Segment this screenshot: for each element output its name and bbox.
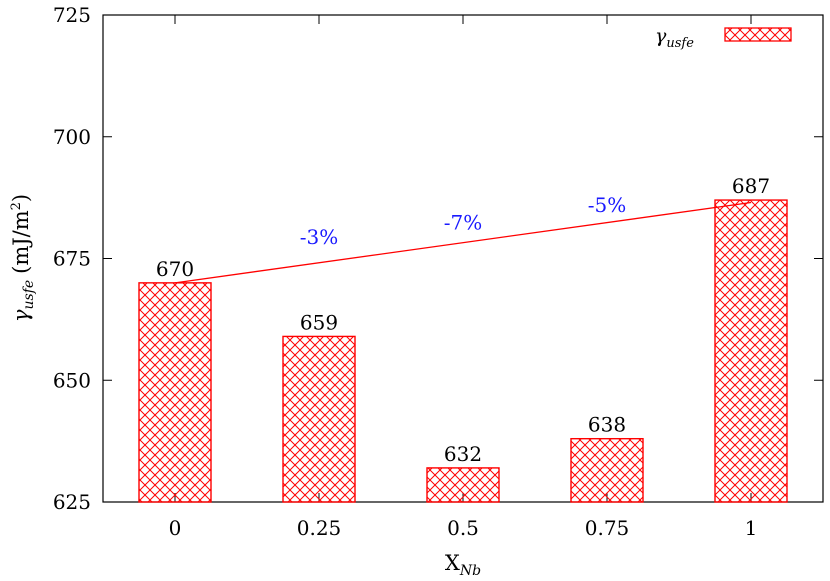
bar-value-label: 670 bbox=[156, 257, 194, 281]
y-axis: 625 650 675 700 725 bbox=[53, 3, 823, 514]
y-tick-label: 675 bbox=[53, 247, 91, 271]
percent-annotation: -3% bbox=[300, 225, 339, 249]
y-tick-label: 725 bbox=[53, 3, 91, 27]
y-axis-title: γusfe(mJ/m2) bbox=[9, 194, 37, 322]
percent-annotation: -7% bbox=[444, 210, 483, 234]
trend-line-group bbox=[174, 201, 752, 284]
bar-value-label: 638 bbox=[588, 413, 626, 437]
legend: γusfe bbox=[655, 25, 792, 51]
bar-series: 670 659 632 638 687 bbox=[138, 174, 788, 503]
legend-label: γusfe bbox=[655, 25, 694, 51]
bar bbox=[714, 199, 788, 503]
x-tick-label: 0.5 bbox=[447, 516, 479, 540]
x-tick-label: 0 bbox=[169, 516, 182, 540]
x-tick-label: 0.25 bbox=[297, 516, 342, 540]
y-tick-label: 700 bbox=[53, 125, 91, 149]
legend-swatch bbox=[724, 27, 792, 42]
bar bbox=[138, 282, 212, 503]
bar bbox=[426, 467, 500, 503]
trend-line bbox=[174, 201, 752, 284]
x-tick-label: 0.75 bbox=[585, 516, 630, 540]
y-tick-label: 625 bbox=[53, 490, 91, 514]
percent-annotation: -5% bbox=[588, 193, 627, 217]
bar-value-label: 659 bbox=[300, 310, 338, 334]
x-tick-label: 1 bbox=[745, 516, 758, 540]
x-axis-title: XNb bbox=[445, 551, 481, 579]
bar bbox=[570, 437, 644, 503]
y-tick-label: 650 bbox=[53, 368, 91, 392]
annotations: -3% -7% -5% bbox=[300, 193, 627, 249]
bar-value-label: 687 bbox=[732, 174, 770, 198]
x-axis: 0 0.25 0.5 0.75 1 bbox=[169, 15, 758, 540]
bar bbox=[282, 335, 356, 503]
bar-value-label: 632 bbox=[444, 442, 482, 466]
